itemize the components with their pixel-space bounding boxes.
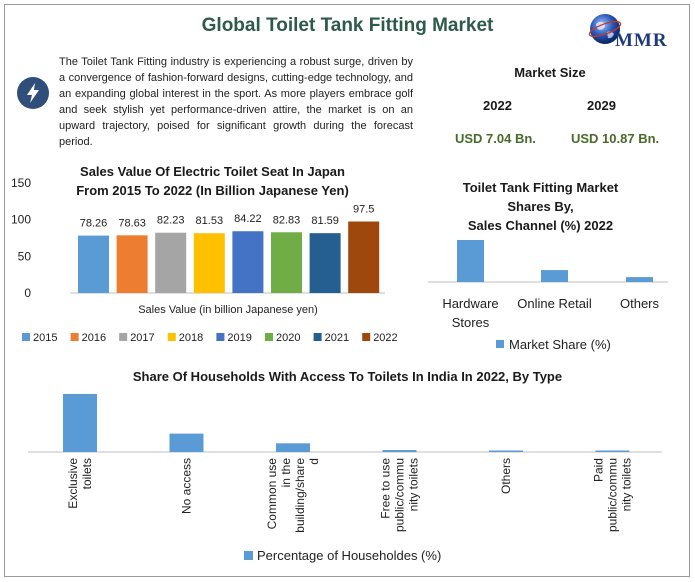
chart1-legend-swatch-2020 xyxy=(265,333,273,341)
chart3-bar xyxy=(595,450,630,452)
chart3-xtick-label: Free to use xyxy=(379,458,393,519)
chart3-bar xyxy=(169,433,204,452)
chart1-data-label: 78.63 xyxy=(118,217,146,229)
chart2-title: Toilet Tank Fitting Market Shares By, Sa… xyxy=(428,178,653,235)
chart2-bar xyxy=(541,270,568,282)
chart1-bar-2019 xyxy=(232,231,264,293)
chart1-bar-2020 xyxy=(271,232,302,293)
chart3-xtick-label: in the xyxy=(279,458,293,488)
chart3-bar xyxy=(382,450,417,452)
chart1-legend-swatch-2022 xyxy=(362,333,371,341)
chart2-xtick-label: Others xyxy=(620,296,660,311)
chart1-xlabel: Sales Value (in billion Japanese yen) xyxy=(138,304,318,316)
globe-icon xyxy=(588,14,622,44)
chart3-xtick-label: public/commu xyxy=(393,458,407,532)
chart1-data-label: 84.22 xyxy=(234,213,262,225)
chart3-xtick-label: building/share xyxy=(293,458,307,533)
chart1-bar-2022 xyxy=(348,221,380,293)
chart2-bar xyxy=(626,277,653,282)
chart1-ytick-label: 50 xyxy=(18,249,32,263)
chart2-title-line3: Sales Channel (%) 2022 xyxy=(467,218,614,233)
chart3-xtick-label: Paid xyxy=(592,458,606,482)
chart3-bar xyxy=(489,450,523,452)
chart3-xtick-label: No access xyxy=(180,458,194,514)
chart1-bar-2017 xyxy=(155,232,187,293)
chart1-legend-label: 2015 xyxy=(33,332,57,344)
chart3-xtick-label: nity toilets xyxy=(620,458,634,511)
chart3-legend-swatch xyxy=(244,551,253,560)
chart2-bar xyxy=(457,240,484,282)
chart2-title-line2: Shares By, xyxy=(507,199,574,214)
chart3-legend-label: Percentage of Householdes (%) xyxy=(257,548,441,563)
chart2-legend-swatch xyxy=(496,340,504,348)
chart1-data-label: 97.5 xyxy=(353,204,374,216)
chart1-legend-label: 2018 xyxy=(179,332,203,344)
chart2-xtick-label: Online Retail xyxy=(517,296,592,311)
page-title: Global Toilet Tank Fitting Market xyxy=(201,15,494,36)
market-size-value-end: USD 10.87 Bn. xyxy=(571,131,660,146)
chart3-bar xyxy=(63,393,97,452)
market-size-title: Market Size xyxy=(514,65,586,80)
chart1-bar-2018 xyxy=(193,233,225,293)
chart1-legend-swatch-2021 xyxy=(313,333,322,341)
chart1-legend-label: 2017 xyxy=(130,332,154,344)
chart3-xtick-label: Common use xyxy=(265,458,279,530)
chart1-legend-swatch-2018 xyxy=(167,333,176,341)
logo-text: MMR xyxy=(615,30,668,51)
market-size-value-start: USD 7.04 Bn. xyxy=(455,131,536,146)
chart1-legend-label: 2022 xyxy=(373,332,397,344)
market-size-year-start: 2022 xyxy=(483,98,512,113)
chart3-xtick-label: public/commu xyxy=(606,458,620,532)
chart3-xtick-label: d xyxy=(307,458,321,465)
chart2-xtick-label: Stores xyxy=(452,315,490,330)
chart2-xtick-label: Hardware xyxy=(442,296,498,311)
chart1-title-line1: Sales Value Of Electric Toilet Seat In J… xyxy=(80,164,345,179)
chart3-xtick-label: Others xyxy=(499,458,513,494)
chart3-xtick-label: toilets xyxy=(80,458,94,489)
chart1-legend-swatch-2015 xyxy=(22,333,30,341)
chart1-legend-label: 2021 xyxy=(325,332,349,344)
chart1-legend-label: 2020 xyxy=(276,332,300,344)
chart1-legend-swatch-2016 xyxy=(70,333,79,341)
chart1-legend-swatch-2017 xyxy=(119,333,128,341)
chart3-xtick-label: nity toilets xyxy=(407,458,421,511)
chart1-data-label: 81.53 xyxy=(196,215,224,227)
chart2-legend-label: Market Share (%) xyxy=(509,337,611,352)
chart3-bar xyxy=(276,443,310,452)
chart1-ytick-label: 150 xyxy=(11,176,31,190)
chart1-legend-label: 2019 xyxy=(227,332,251,344)
chart1-title: Sales Value Of Electric Toilet Seat In J… xyxy=(40,162,385,200)
chart1-ytick-label: 100 xyxy=(11,213,31,227)
chart1-bar-2016 xyxy=(116,235,148,293)
bolt-icon xyxy=(17,77,49,109)
chart1-bar-2021 xyxy=(309,233,341,293)
chart1-legend-label: 2016 xyxy=(82,332,106,344)
chart1-legend-swatch-2019 xyxy=(216,333,225,341)
chart2-title-line1: Toilet Tank Fitting Market xyxy=(462,180,619,195)
market-size-year-end: 2029 xyxy=(587,98,616,113)
intro-paragraph: The Toilet Tank Fitting industry is expe… xyxy=(59,56,413,148)
mmr-logo: MMR xyxy=(570,10,685,58)
chart1-data-label: 82.23 xyxy=(157,215,185,227)
chart1-bar-2015 xyxy=(78,235,109,293)
chart1-data-label: 78.26 xyxy=(80,218,108,230)
chart1-ytick-label: 0 xyxy=(24,286,31,300)
page-frame xyxy=(4,4,690,577)
chart1-data-label: 81.59 xyxy=(311,215,339,227)
chart3-xtick-label: Exclusive xyxy=(66,458,80,509)
chart1-title-line2: From 2015 To 2022 (In Billion Japanese Y… xyxy=(76,183,349,198)
chart3-title: Share Of Households With Access To Toile… xyxy=(132,369,563,384)
chart1-data-label: 82.83 xyxy=(273,214,301,226)
